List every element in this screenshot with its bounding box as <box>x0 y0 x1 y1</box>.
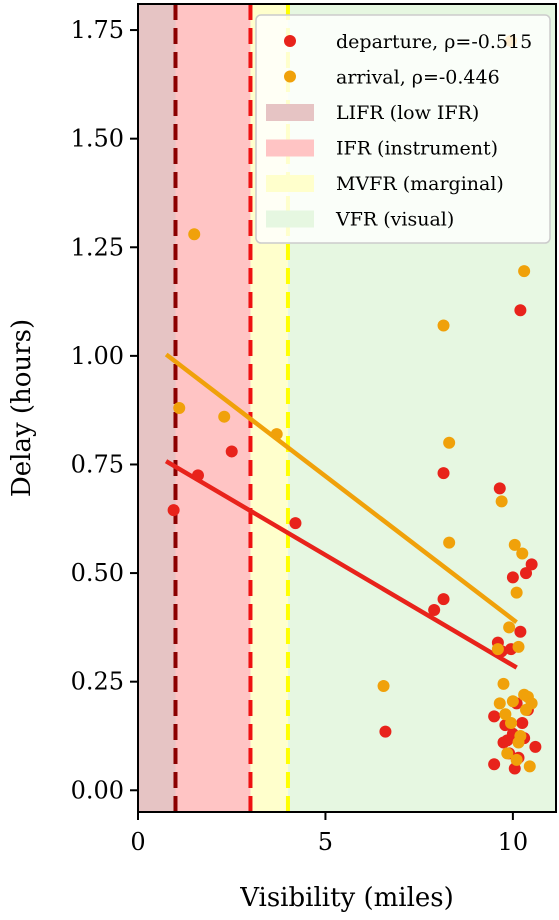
x-tick-label-0: 0 <box>130 828 145 856</box>
point-s1-9 <box>493 697 506 710</box>
point-s1-16 <box>506 695 519 708</box>
y-tick-label-4: 1.00 <box>71 342 124 370</box>
point-s1-5 <box>437 319 450 332</box>
point-s0-11 <box>493 482 506 495</box>
point-s0-2 <box>225 445 238 458</box>
fit-line-0 <box>164 459 518 670</box>
regression-lines <box>164 352 518 670</box>
point-s1-18 <box>510 586 523 599</box>
legend-label-band-0: LIFR (low IFR) <box>336 102 479 124</box>
point-s1-15 <box>505 716 518 729</box>
point-s0-29 <box>525 558 538 571</box>
y-tick-label-7: 1.75 <box>71 16 124 44</box>
point-s0-25 <box>516 716 529 729</box>
point-s0-1 <box>191 469 204 482</box>
fit-line-1 <box>164 352 518 625</box>
point-s1-2 <box>218 410 231 423</box>
point-s1-13 <box>501 747 514 760</box>
plot-frame <box>137 3 557 813</box>
legend-label-band-1: IFR (instrument) <box>336 138 498 160</box>
x-axis-label: Visibility (miles) <box>239 883 454 913</box>
legend-patch-band-3 <box>266 210 314 228</box>
x-tick-label-1: 5 <box>318 828 333 856</box>
x-tick-label-2: 10 <box>498 828 529 856</box>
point-s1-29 <box>512 736 525 749</box>
point-s1-3 <box>270 428 283 441</box>
point-s1-19 <box>510 753 523 766</box>
point-s1-12 <box>499 708 512 721</box>
legend-patch-band-0 <box>266 104 314 121</box>
point-s1-22 <box>516 547 529 560</box>
point-s0-18 <box>506 571 519 584</box>
point-s0-3 <box>289 517 302 530</box>
legend-marker-series-0 <box>284 35 296 47</box>
point-s1-1 <box>188 228 201 241</box>
point-s1-8 <box>491 643 504 656</box>
legend-label-band-3: VFR (visual) <box>335 209 454 231</box>
legend-label-series-1: arrival, ρ=-0.446 <box>336 67 500 89</box>
legend-label-series-0: departure, ρ=-0.515 <box>336 31 532 53</box>
point-s0-30 <box>529 740 542 753</box>
point-s0-9 <box>488 710 501 723</box>
point-s1-0 <box>173 402 186 414</box>
legend-label-band-2: MVFR (marginal) <box>336 173 504 195</box>
point-s1-10 <box>495 495 508 508</box>
point-s1-7 <box>443 436 456 449</box>
y-tick-label-0: 0.00 <box>71 776 124 804</box>
point-s0-4 <box>379 725 392 738</box>
point-s1-20 <box>512 640 525 653</box>
y-axis-label: Delay (hours) <box>7 319 37 497</box>
axis-ticks: 0 5 10 0.00 0.25 0.50 0.75 1.00 1.25 1.50 1.75 <box>71 16 529 856</box>
legend-patch-band-1 <box>266 139 314 157</box>
point-s1-11 <box>497 677 510 690</box>
legend-patch-band-2 <box>266 175 314 192</box>
point-s0-24 <box>514 304 527 317</box>
point-s0-8 <box>488 758 501 771</box>
point-s1-6 <box>443 536 456 549</box>
y-tick-label-5: 1.25 <box>71 233 124 261</box>
point-s1-17 <box>508 538 521 551</box>
point-s0-5 <box>428 604 441 616</box>
point-s1-14 <box>503 621 516 634</box>
point-s0-27 <box>520 567 533 580</box>
point-s1-4 <box>377 680 390 693</box>
point-s0-0 <box>167 504 180 517</box>
y-tick-label-6: 1.50 <box>71 125 124 153</box>
point-s0-7 <box>437 467 450 480</box>
band-0 <box>138 4 176 812</box>
point-s0-6 <box>437 593 450 606</box>
y-tick-label-2: 0.50 <box>71 559 124 587</box>
point-s0-23 <box>514 625 527 638</box>
point-s1-28 <box>525 697 538 710</box>
y-tick-label-3: 0.75 <box>71 450 124 478</box>
point-s1-27 <box>523 760 536 773</box>
y-tick-label-1: 0.25 <box>71 668 124 696</box>
legend-box <box>255 14 551 244</box>
legend: departure, ρ=-0.515 arrival, ρ=-0.446 LIFR… <box>255 14 551 244</box>
legend-marker-series-1 <box>284 70 296 83</box>
point-s1-24 <box>518 265 531 278</box>
